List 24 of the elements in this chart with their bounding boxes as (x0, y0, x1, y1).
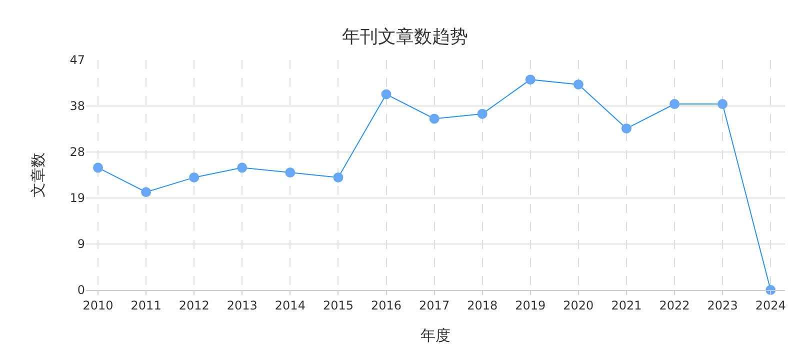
x-tick-label: 2017 (419, 298, 450, 312)
x-tick-label: 2015 (322, 298, 354, 312)
x-tick-label: 2012 (178, 298, 210, 312)
x-axis-title: 年度 (420, 326, 450, 344)
x-tick-label: 2018 (467, 298, 498, 312)
x-tick-label: 2013 (226, 298, 258, 312)
y-tick-label: 19 (70, 191, 85, 206)
x-tick-label: 2021 (611, 298, 642, 312)
x-tick-label: 2022 (659, 298, 690, 312)
x-tick-label: 2011 (130, 298, 162, 312)
y-tick-label: 0 (77, 283, 85, 298)
x-tick-label: 2016 (370, 298, 402, 312)
chart-title: 年刊文章数趋势 (342, 26, 468, 48)
x-tick-label: 2014 (274, 298, 306, 312)
y-tick-label: 9 (77, 237, 85, 252)
y-tick-label: 28 (70, 145, 85, 160)
y-axis-title: 文章数 (28, 152, 47, 198)
x-tick-label: 2019 (515, 298, 546, 312)
x-tick-label: 2023 (707, 298, 738, 312)
y-tick-label: 47 (70, 53, 85, 68)
x-tick-label: 2010 (82, 298, 114, 312)
x-tick-label: 2020 (563, 298, 594, 312)
y-tick-label: 38 (70, 99, 85, 114)
x-tick-label: 2024 (755, 298, 786, 312)
